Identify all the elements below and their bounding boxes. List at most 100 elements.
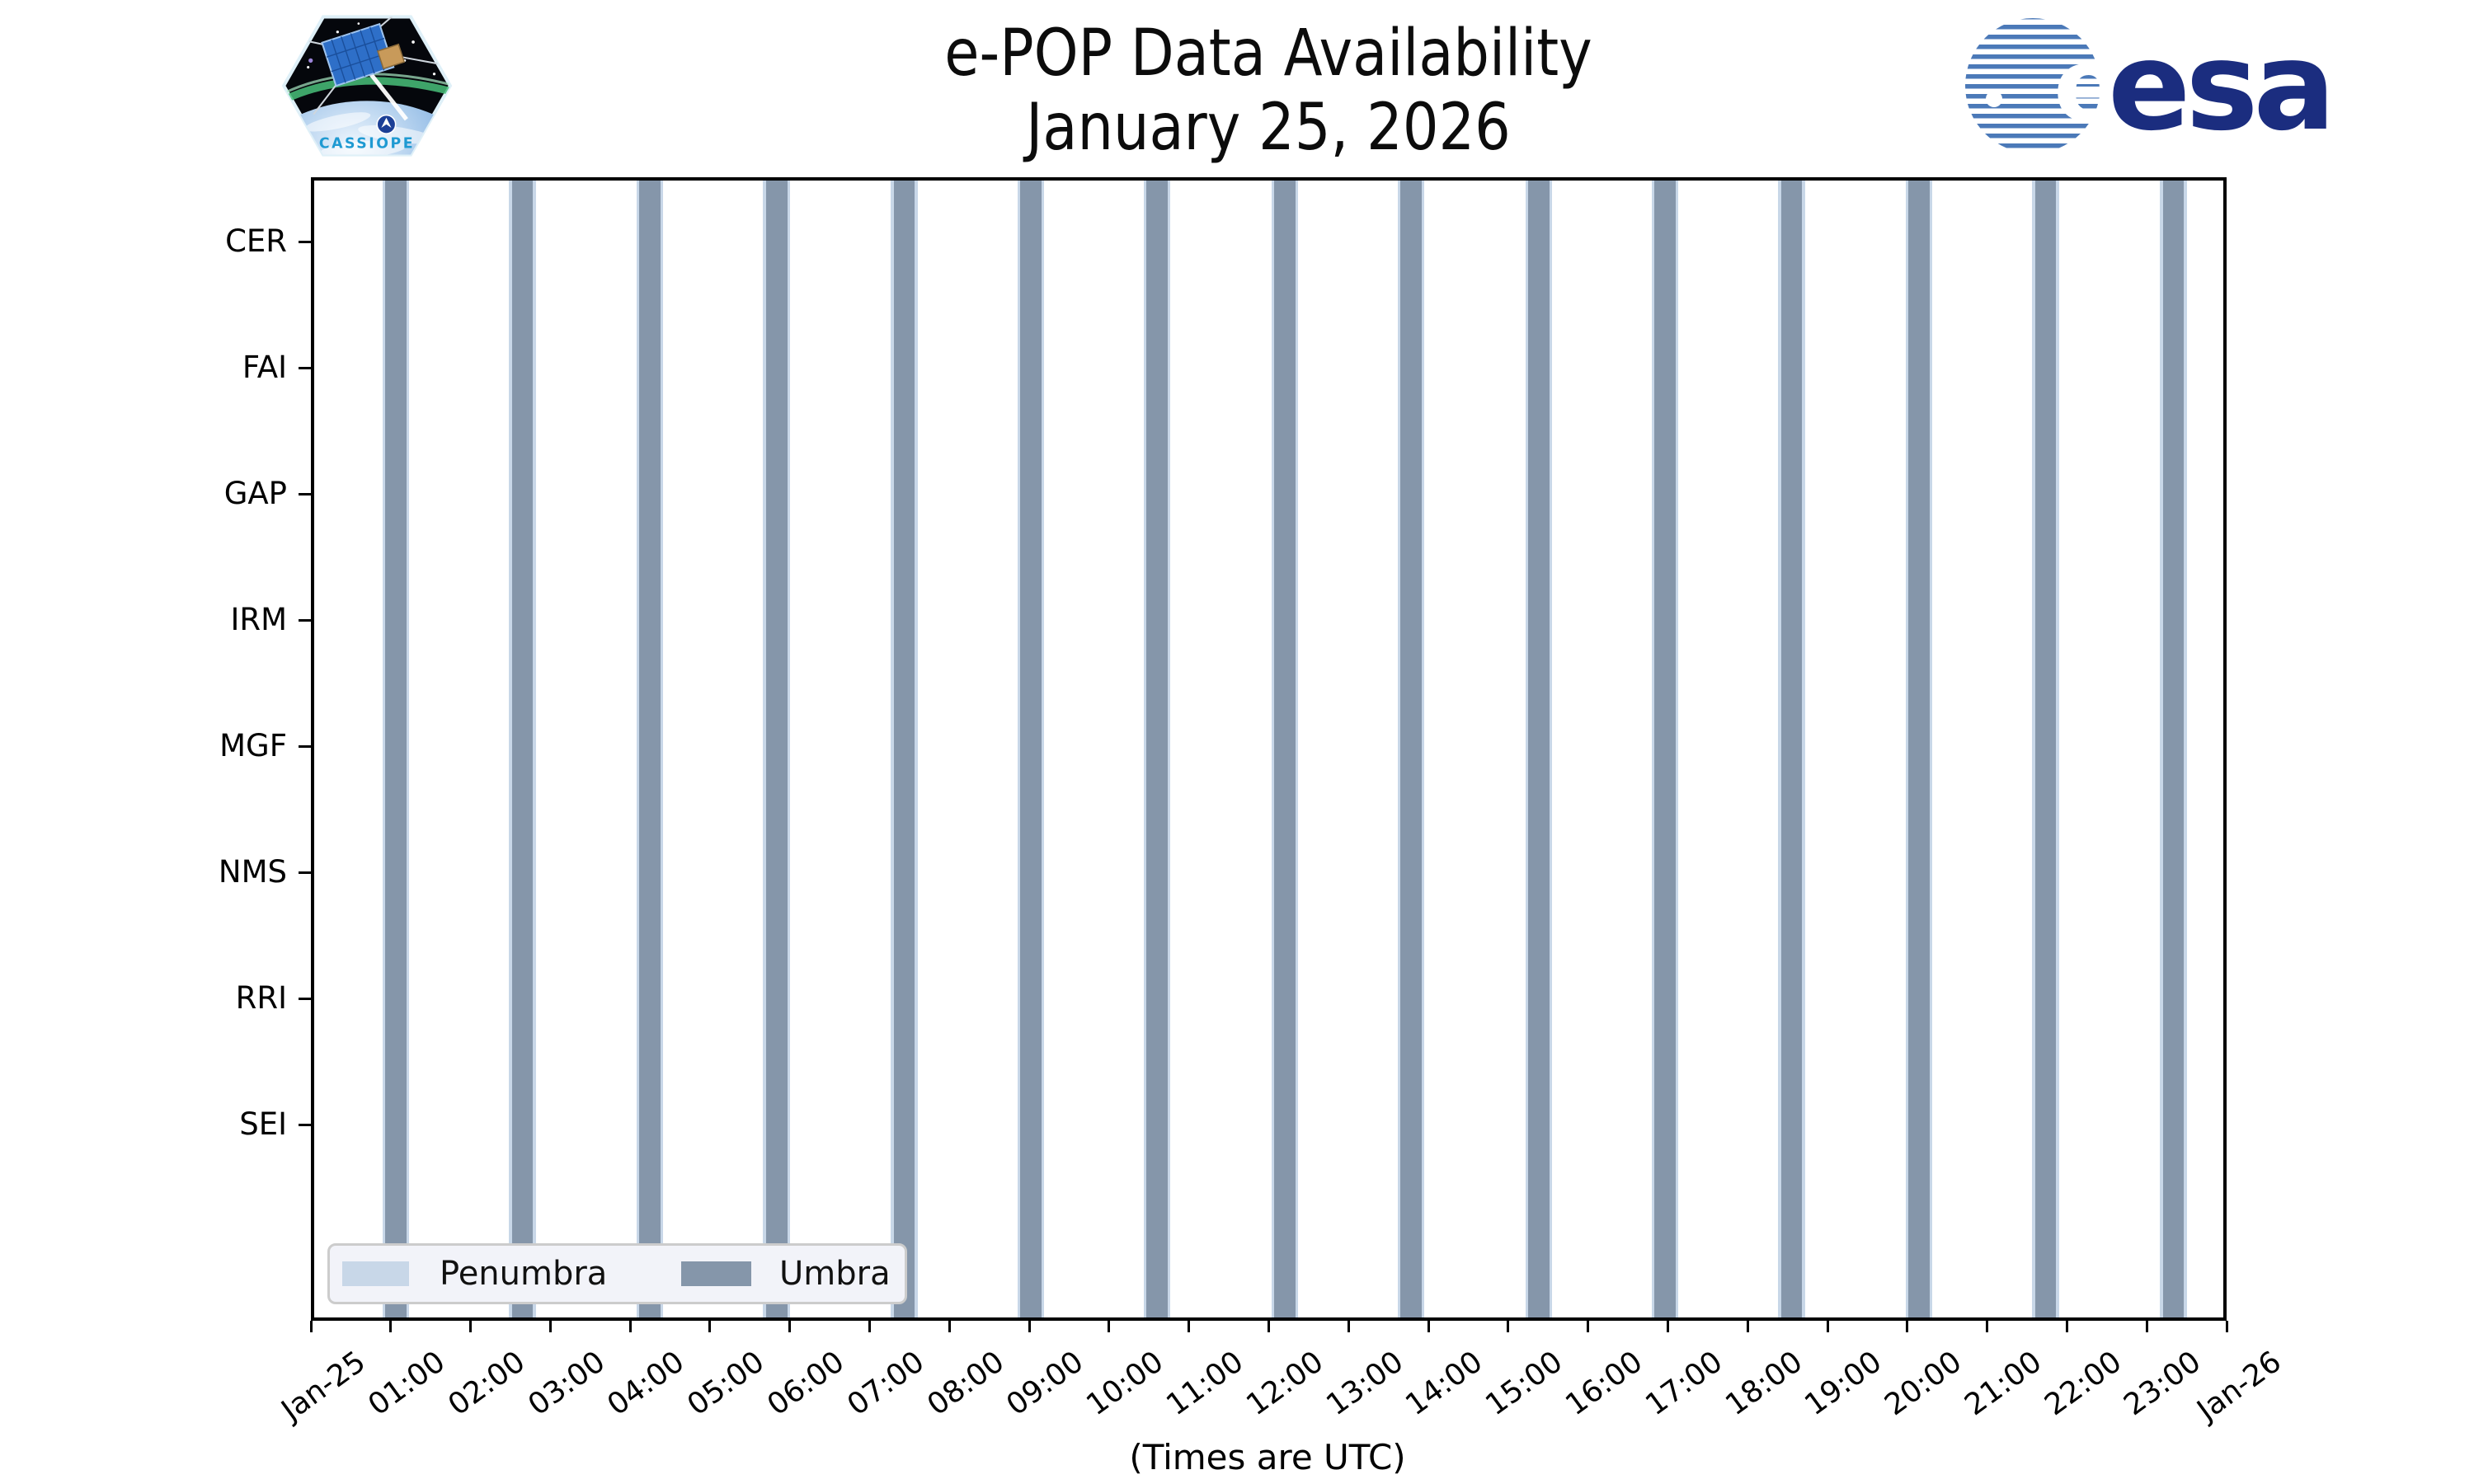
x-tick-mark	[1587, 1321, 1590, 1332]
x-tick-label: 05:00	[681, 1345, 771, 1423]
x-tick-label: Jan-25	[275, 1345, 372, 1428]
x-tick-mark	[788, 1321, 792, 1332]
y-tick-label-instrument: FAI	[242, 350, 287, 385]
x-tick-label: 07:00	[841, 1345, 931, 1423]
legend-umbra-label: Umbra	[779, 1255, 891, 1293]
x-tick-mark	[1347, 1321, 1350, 1332]
x-tick-mark	[1108, 1321, 1111, 1332]
patch-cassiope-label: CASSIOPE	[319, 135, 415, 152]
x-tick-label: 13:00	[1319, 1345, 1409, 1423]
umbra-band	[1654, 179, 1677, 1319]
x-tick-label: 19:00	[1799, 1345, 1888, 1423]
x-tick-mark	[1507, 1321, 1510, 1332]
x-tick-mark	[469, 1321, 473, 1332]
umbra-band	[1400, 179, 1422, 1319]
x-tick-mark	[948, 1321, 951, 1332]
x-tick-mark	[708, 1321, 712, 1332]
legend-penumbra-label: Penumbra	[440, 1255, 608, 1293]
umbra-band	[511, 179, 534, 1319]
legend: Penumbra Umbra	[327, 1243, 907, 1304]
patch-earth-clouds	[304, 112, 435, 155]
x-tick-label: 15:00	[1479, 1345, 1569, 1423]
x-tick-mark	[1906, 1321, 1909, 1332]
patch-csa-chevron	[381, 117, 392, 128]
y-tick-label-instrument: SEI	[239, 1106, 287, 1142]
x-tick-label: 21:00	[1959, 1345, 2048, 1423]
y-tick-label-instrument: NMS	[218, 854, 287, 890]
x-tick-mark	[389, 1321, 393, 1332]
x-tick-mark	[1826, 1321, 1829, 1332]
legend-penumbra-swatch	[342, 1261, 409, 1286]
y-tick-mark	[299, 1123, 311, 1126]
x-tick-label: 22:00	[2038, 1345, 2128, 1423]
x-tick-label: 18:00	[1719, 1345, 1808, 1423]
y-tick-label-instrument: CER	[225, 223, 287, 259]
patch-aurora	[284, 77, 449, 103]
esa-globe-dot	[1986, 91, 2002, 107]
y-tick-label-instrument: IRM	[230, 602, 287, 637]
x-tick-label: 12:00	[1239, 1345, 1330, 1423]
x-tick-mark	[2145, 1321, 2148, 1332]
x-tick-label: 08:00	[920, 1345, 1010, 1423]
umbra-band	[639, 179, 661, 1319]
esa-globe-e: e	[2053, 26, 2123, 145]
esa-logo: e esa	[1965, 16, 2335, 157]
x-tick-label: 09:00	[1000, 1345, 1090, 1423]
x-tick-mark	[2065, 1321, 2068, 1332]
x-tick-mark	[868, 1321, 872, 1332]
y-tick-mark	[299, 744, 311, 748]
x-axis-label: (Times are UTC)	[1129, 1437, 1406, 1477]
y-tick-mark	[299, 366, 311, 369]
x-tick-mark	[1427, 1321, 1430, 1332]
umbra-band	[2162, 179, 2185, 1319]
chart-subtitle-date: January 25, 2026	[1026, 91, 1511, 165]
y-tick-mark	[299, 240, 311, 243]
y-tick-mark	[299, 997, 311, 1000]
x-tick-label: 14:00	[1399, 1345, 1489, 1423]
y-tick-mark	[299, 871, 311, 874]
x-tick-label: 03:00	[521, 1345, 611, 1423]
x-tick-label: 11:00	[1160, 1345, 1250, 1423]
y-tick-label-instrument: RRI	[235, 980, 287, 1016]
x-tick-mark	[548, 1321, 552, 1332]
x-tick-mark	[1666, 1321, 1669, 1332]
x-tick-label: 02:00	[442, 1345, 532, 1423]
x-tick-mark	[1986, 1321, 1989, 1332]
umbra-band	[1273, 179, 1296, 1319]
x-tick-mark	[2225, 1321, 2228, 1332]
esa-wordmark: esa	[2108, 16, 2331, 157]
umbra-band	[1780, 179, 1803, 1319]
page-title: e-POP Data Availability January 25, 2026	[869, 16, 1667, 165]
legend-umbra-swatch	[681, 1261, 751, 1286]
umbra-band	[1019, 179, 1042, 1319]
y-tick-label-instrument: GAP	[223, 476, 287, 511]
x-tick-label: 10:00	[1080, 1345, 1170, 1423]
y-tick-mark	[299, 492, 311, 495]
x-tick-mark	[1746, 1321, 1749, 1332]
chart-title: e-POP Data Availability	[944, 16, 1592, 91]
umbra-band	[1908, 179, 1931, 1319]
cassiope-mission-patch: CASSIOPE	[281, 15, 453, 157]
x-tick-label: 23:00	[2118, 1345, 2208, 1423]
x-tick-label: 06:00	[761, 1345, 851, 1423]
plot-area	[311, 179, 2227, 1319]
x-tick-mark	[1188, 1321, 1191, 1332]
umbra-band	[893, 179, 915, 1319]
umbra-band	[765, 179, 788, 1319]
umbra-band	[1528, 179, 1550, 1319]
x-tick-mark	[628, 1321, 632, 1332]
x-tick-label: 01:00	[362, 1345, 452, 1423]
y-tick-label-instrument: MGF	[219, 728, 287, 763]
x-tick-mark	[1028, 1321, 1031, 1332]
patch-satellite	[286, 16, 444, 115]
x-tick-mark	[309, 1321, 313, 1332]
x-tick-mark	[1268, 1321, 1270, 1332]
umbra-band	[1146, 179, 1168, 1319]
x-tick-label: 20:00	[1879, 1345, 1968, 1423]
x-tick-label: 17:00	[1639, 1345, 1729, 1423]
x-tick-label: 04:00	[601, 1345, 691, 1423]
x-tick-label: Jan-26	[2190, 1345, 2288, 1428]
umbra-band	[385, 179, 407, 1319]
x-tick-label: 16:00	[1559, 1345, 1649, 1423]
